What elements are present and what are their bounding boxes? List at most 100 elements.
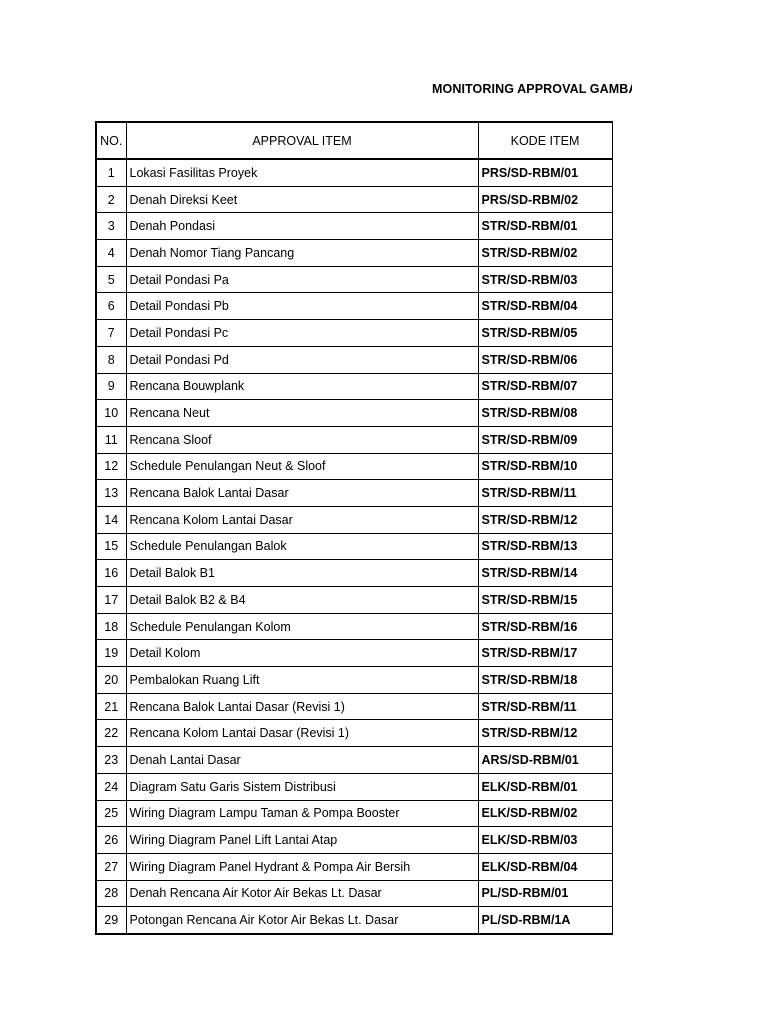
table-row: 6 Detail Pondasi Pb STR/SD-RBM/04 (95, 292, 613, 321)
kode-item: STR/SD-RBM/15 (477, 586, 613, 614)
kode-item: STR/SD-RBM/11 (477, 692, 613, 721)
kode-item: STR/SD-RBM/02 (477, 239, 613, 267)
row-number: 10 (95, 399, 127, 427)
kode-item: PRS/SD-RBM/02 (477, 185, 613, 214)
kode-item: STR/SD-RBM/16 (477, 612, 613, 641)
table-row: 11 Rencana Sloof STR/SD-RBM/09 (95, 425, 613, 454)
table-row: 23 Denah Lantai Dasar ARS/SD-RBM/01 (95, 746, 613, 774)
approval-item: Rencana Balok Lantai Dasar (Revisi 1) (125, 692, 479, 721)
approval-item: Denah Rencana Air Kotor Air Bekas Lt. Da… (125, 879, 479, 908)
column-header: NO. (95, 121, 127, 160)
row-number: 29 (95, 906, 127, 935)
approval-item: Detail Pondasi Pa (125, 265, 479, 294)
row-number: 16 (95, 559, 127, 587)
row-number: 6 (95, 292, 127, 321)
approval-item: Rencana Kolom Lantai Dasar (Revisi 1) (125, 719, 479, 748)
approval-item: Detail Balok B2 & B4 (125, 586, 479, 614)
kode-item: STR/SD-RBM/17 (477, 639, 613, 668)
table-row: 8 Detail Pondasi Pd STR/SD-RBM/06 (95, 345, 613, 374)
kode-item: STR/SD-RBM/14 (477, 559, 613, 587)
table-row: 5 Detail Pondasi Pa STR/SD-RBM/03 (95, 265, 613, 294)
approval-item: Denah Pondasi (125, 212, 479, 241)
table-row: 9 Rencana Bouwplank STR/SD-RBM/07 (95, 372, 613, 401)
approval-item: Diagram Satu Garis Sistem Distribusi (125, 772, 479, 801)
kode-item: STR/SD-RBM/01 (477, 212, 613, 241)
row-number: 27 (95, 852, 127, 881)
approval-item: Wiring Diagram Panel Hydrant & Pompa Air… (125, 852, 479, 881)
kode-item: STR/SD-RBM/12 (477, 505, 613, 534)
approval-item: Denah Nomor Tiang Pancang (125, 239, 479, 267)
table-row: 14 Rencana Kolom Lantai Dasar STR/SD-RBM/1… (95, 505, 613, 534)
kode-item: PL/SD-RBM/1A (477, 906, 613, 935)
row-number: 14 (95, 505, 127, 534)
approval-item: Rencana Balok Lantai Dasar (125, 479, 479, 507)
approval-item: Detail Kolom (125, 639, 479, 668)
kode-item: STR/SD-RBM/13 (477, 532, 613, 561)
kode-item: STR/SD-RBM/18 (477, 666, 613, 694)
table-row: 2 Denah Direksi Keet PRS/SD-RBM/02 (95, 185, 613, 214)
row-number: 9 (95, 372, 127, 401)
approval-item: Detail Pondasi Pb (125, 292, 479, 321)
row-number: 18 (95, 612, 127, 641)
kode-item: ELK/SD-RBM/02 (477, 799, 613, 828)
table-row: 16 Detail Balok B1 STR/SD-RBM/14 (95, 559, 613, 587)
approval-item: Schedule Penulangan Kolom (125, 612, 479, 641)
kode-item: STR/SD-RBM/06 (477, 345, 613, 374)
kode-item: ARS/SD-RBM/01 (477, 746, 613, 774)
approval-table: NO. APPROVAL ITEM KODE ITEM 1 Lokasi Fasili… (95, 121, 613, 935)
approval-item: Schedule Penulangan Neut & Sloof (125, 452, 479, 481)
row-number: 20 (95, 666, 127, 694)
kode-item: ELK/SD-RBM/03 (477, 826, 613, 854)
row-number: 26 (95, 826, 127, 854)
approval-item: Rencana Sloof (125, 425, 479, 454)
kode-item: STR/SD-RBM/08 (477, 399, 613, 427)
row-number: 13 (95, 479, 127, 507)
row-number: 7 (95, 319, 127, 347)
kode-item: STR/SD-RBM/09 (477, 425, 613, 454)
table-row: 21 Rencana Balok Lantai Dasar (Revisi 1) S… (95, 692, 613, 721)
approval-item: Rencana Bouwplank (125, 372, 479, 401)
row-number: 23 (95, 746, 127, 774)
row-number: 19 (95, 639, 127, 668)
approval-item: Detail Pondasi Pd (125, 345, 479, 374)
table-row: 13 Rencana Balok Lantai Dasar STR/SD-RBM/1… (95, 479, 613, 507)
row-number: 2 (95, 185, 127, 214)
table-row: 4 Denah Nomor Tiang Pancang STR/SD-RBM/02 (95, 239, 613, 267)
table-row: 22 Rencana Kolom Lantai Dasar (Revisi 1) S… (95, 719, 613, 748)
table-row: 26 Wiring Diagram Panel Lift Lantai Atap E… (95, 826, 613, 854)
approval-item: Detail Balok B1 (125, 559, 479, 587)
column-header: KODE ITEM (477, 121, 613, 160)
row-number: 1 (95, 158, 127, 187)
table-row: 24 Diagram Satu Garis Sistem Distribusi EL… (95, 772, 613, 801)
row-number: 22 (95, 719, 127, 748)
row-number: 21 (95, 692, 127, 721)
table-row: 10 Rencana Neut STR/SD-RBM/08 (95, 399, 613, 427)
kode-item: ELK/SD-RBM/01 (477, 772, 613, 801)
table-row: 28 Denah Rencana Air Kotor Air Bekas Lt. … (95, 879, 613, 908)
column-header: APPROVAL ITEM (125, 121, 479, 160)
table-row: 1 Lokasi Fasilitas Proyek PRS/SD-RBM/01 (95, 158, 613, 187)
header-row: NO. APPROVAL ITEM KODE ITEM (95, 121, 613, 160)
kode-item: STR/SD-RBM/04 (477, 292, 613, 321)
approval-item: Potongan Rencana Air Kotor Air Bekas Lt.… (125, 906, 479, 935)
approval-item: Denah Direksi Keet (125, 185, 479, 214)
table-row: 27 Wiring Diagram Panel Hydrant & Pompa A… (95, 852, 613, 881)
kode-item: PL/SD-RBM/01 (477, 879, 613, 908)
kode-item: STR/SD-RBM/03 (477, 265, 613, 294)
table-row: 18 Schedule Penulangan Kolom STR/SD-RBM/16 (95, 612, 613, 641)
table-row: 7 Detail Pondasi Pc STR/SD-RBM/05 (95, 319, 613, 347)
row-number: 28 (95, 879, 127, 908)
row-number: 3 (95, 212, 127, 241)
row-number: 24 (95, 772, 127, 801)
table-row: 25 Wiring Diagram Lampu Taman & Pompa Boo… (95, 799, 613, 828)
kode-item: ELK/SD-RBM/04 (477, 852, 613, 881)
approval-item: Denah Lantai Dasar (125, 746, 479, 774)
approval-item: Schedule Penulangan Balok (125, 532, 479, 561)
table-row: 17 Detail Balok B2 & B4 STR/SD-RBM/15 (95, 586, 613, 614)
approval-item: Pembalokan Ruang Lift (125, 666, 479, 694)
approval-item: Rencana Kolom Lantai Dasar (125, 505, 479, 534)
approval-item: Rencana Neut (125, 399, 479, 427)
kode-item: STR/SD-RBM/05 (477, 319, 613, 347)
row-number: 17 (95, 586, 127, 614)
